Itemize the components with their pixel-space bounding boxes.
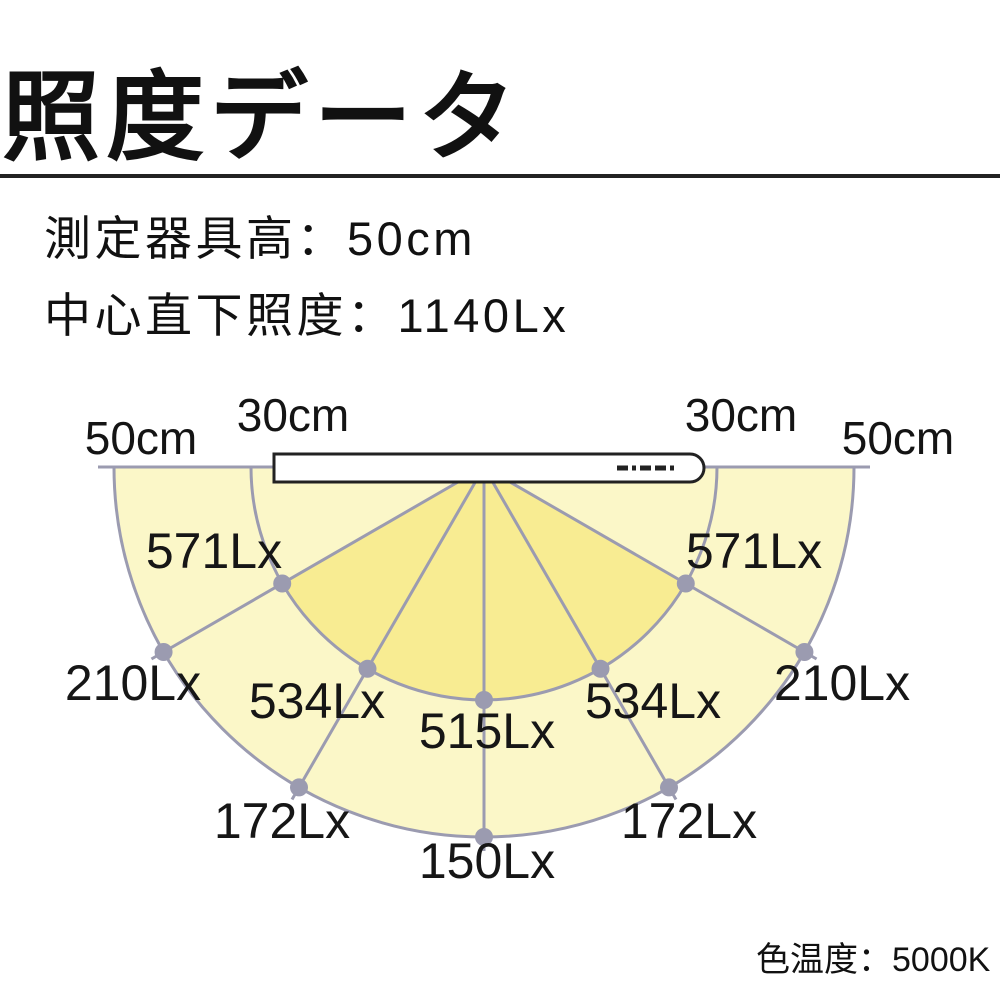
svg-text:150Lx: 150Lx bbox=[419, 833, 555, 889]
svg-text:50cm: 50cm bbox=[85, 412, 197, 464]
svg-text:571Lx: 571Lx bbox=[686, 523, 822, 579]
svg-text:210Lx: 210Lx bbox=[65, 655, 201, 711]
svg-text:172Lx: 172Lx bbox=[621, 793, 757, 849]
svg-text:172Lx: 172Lx bbox=[214, 793, 350, 849]
svg-text:210Lx: 210Lx bbox=[774, 655, 910, 711]
svg-text:571Lx: 571Lx bbox=[146, 523, 282, 579]
svg-text:50cm: 50cm bbox=[842, 412, 954, 464]
svg-text:534Lx: 534Lx bbox=[585, 673, 721, 729]
svg-text:30cm: 30cm bbox=[237, 389, 349, 441]
svg-text:515Lx: 515Lx bbox=[419, 703, 555, 759]
svg-text:534Lx: 534Lx bbox=[249, 673, 385, 729]
svg-text:30cm: 30cm bbox=[685, 389, 797, 441]
